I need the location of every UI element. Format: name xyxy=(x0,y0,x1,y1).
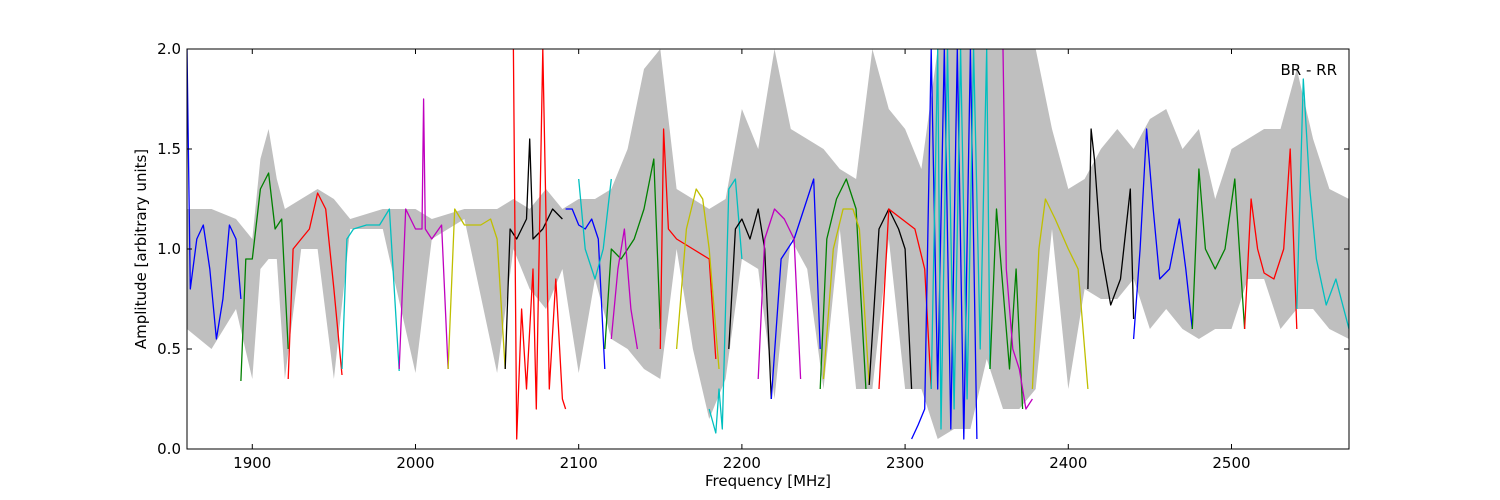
chart-annotation: BR - RR xyxy=(1280,61,1337,79)
envelope-band xyxy=(187,49,1349,439)
series-line-20 xyxy=(822,208,870,386)
x-tick-label: 2200 xyxy=(723,454,761,472)
series-line-24 xyxy=(930,49,991,430)
x-tick-label: 2500 xyxy=(1212,454,1250,472)
x-tick-label: 1900 xyxy=(233,454,271,472)
x-axis: 1900 2000 2100 2200 2300 2400 2500 xyxy=(233,49,1251,472)
series-group xyxy=(187,49,1349,440)
series-line-4 xyxy=(341,208,400,372)
series-line-22 xyxy=(878,208,932,390)
series-line-13 xyxy=(659,128,717,360)
background-band xyxy=(187,49,1349,439)
series-line-9 xyxy=(565,208,606,370)
series-line-32 xyxy=(1296,78,1349,330)
series-line-17 xyxy=(770,178,821,400)
series-line-30 xyxy=(1191,168,1246,330)
series-line-18 xyxy=(757,208,802,380)
series-line-8 xyxy=(512,49,567,440)
series-line-26 xyxy=(1002,49,1033,410)
series-line-19 xyxy=(819,178,867,390)
series-line-2 xyxy=(240,172,289,382)
y-tick-label: 2.0 xyxy=(157,40,181,58)
x-tick-label: 2000 xyxy=(396,454,434,472)
series-line-5 xyxy=(398,98,449,370)
y-tick-label: 0.0 xyxy=(157,440,181,458)
series-line-25 xyxy=(989,208,1024,410)
x-tick-label: 2100 xyxy=(560,454,598,472)
series-line-7 xyxy=(504,138,563,370)
y-tick-label: 1.0 xyxy=(157,240,181,258)
x-tick-label: 2400 xyxy=(1049,454,1087,472)
series-line-1 xyxy=(187,49,242,340)
series-line-31 xyxy=(1243,148,1298,330)
series-line-11 xyxy=(604,158,661,350)
series-line-28 xyxy=(1087,128,1135,320)
series-line-6 xyxy=(447,208,506,370)
series-line-21 xyxy=(868,208,913,390)
series-line-29 xyxy=(1132,128,1193,340)
y-axis: 0.0 0.5 1.0 1.5 2.0 xyxy=(157,40,1349,458)
y-tick-label: 0.5 xyxy=(157,340,181,358)
series-line-15 xyxy=(708,178,743,434)
y-tick-label: 1.5 xyxy=(157,140,181,158)
y-axis-title: Amplitude [arbitrary units] xyxy=(132,149,150,349)
x-axis-title: Frequency [MHz] xyxy=(705,472,831,490)
series-line-3 xyxy=(287,192,343,380)
x-tick-label: 2300 xyxy=(886,454,924,472)
series-line-10 xyxy=(578,178,612,280)
series-line-27 xyxy=(1031,198,1089,390)
series-line-14 xyxy=(675,188,720,370)
series-line-12 xyxy=(610,228,639,350)
